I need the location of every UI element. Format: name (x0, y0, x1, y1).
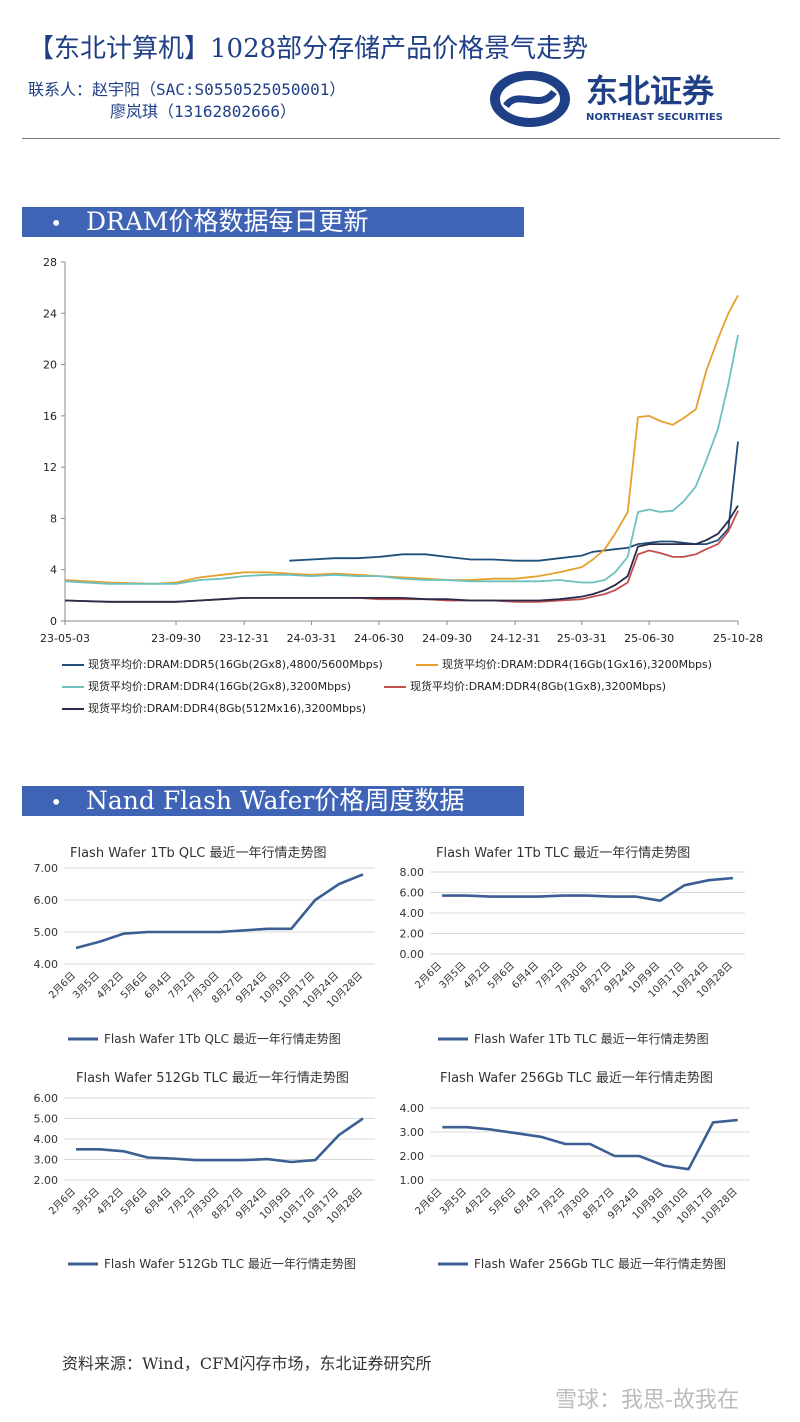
legend-swatch (416, 664, 438, 666)
y-tick-label: 0 (50, 615, 57, 628)
x-tick-label: 25-03-31 (557, 632, 607, 645)
section-banner-dram: • DRAM价格数据每日更新 (22, 207, 524, 237)
x-tick-label: 23-09-30 (151, 632, 201, 645)
banner-bullet: • (50, 211, 62, 235)
x-tick-label: 25-06-30 (624, 632, 674, 645)
x-tick-label: 3月5日 (437, 1186, 469, 1218)
y-tick-label: 3.00 (34, 1154, 59, 1167)
series-line (76, 1117, 364, 1164)
y-tick-label: 4.00 (34, 958, 59, 971)
x-tick-label: 25-10-28 (713, 632, 763, 645)
y-tick-label: 2.00 (400, 928, 425, 941)
legend-label: 现货平均价:DRAM:DDR4(8Gb(1Gx8),3200Mbps) (410, 680, 667, 693)
x-tick-label: 4月2日 (462, 1186, 494, 1218)
y-tick-label: 4.00 (400, 907, 425, 920)
x-tick-label: 6月4日 (511, 1186, 543, 1218)
legend-swatch (384, 686, 406, 688)
page-title: 【东北计算机】1028部分存储产品价格景气走势 (28, 34, 589, 64)
series-line-0 (289, 441, 739, 562)
series-line (442, 876, 734, 902)
section-banner-nand: • Nand Flash Wafer价格周度数据 (22, 786, 524, 816)
y-tick-label: 5.00 (34, 1113, 59, 1126)
y-tick-label: 3.00 (400, 1126, 425, 1139)
x-tick-label: 24-12-31 (490, 632, 540, 645)
wafer-1tb-qlc-chart: Flash Wafer 1Tb QLC 最近一年行情走势图 4.00 5.00 6.0… (34, 845, 375, 1046)
y-tick-label: 24 (43, 307, 57, 320)
dram-legend: 现货平均价:DRAM:DDR5(16Gb(2Gx8),4800/5600Mbps… (0, 0, 800, 715)
y-tick-label: 16 (43, 410, 57, 423)
x-tick-label: 5月6日 (487, 1186, 519, 1218)
x-tick-label: 24-03-31 (287, 632, 337, 645)
contact-1: 赵宇阳（SAC:S0550525050001） (92, 80, 346, 99)
y-tick-label: 2.00 (34, 1174, 59, 1187)
y-tick-label: 4.00 (34, 1133, 59, 1146)
contact-2: 廖岚琪（13162802666） (110, 102, 296, 121)
northeast-securities-logo: 东北证券 NORTHEAST SECURITIES (488, 68, 778, 130)
wafer-512gb-tlc-chart: Flash Wafer 512Gb TLC 最近一年行情走势图 2.00 3.00 4… (34, 1070, 375, 1271)
header-divider (22, 138, 780, 139)
wafer-256gb-tlc-chart: Flash Wafer 256Gb TLC 最近一年行情走势图 1.00 2.00 3… (400, 1070, 750, 1271)
logo-text: 东北证券 (586, 72, 715, 110)
x-tick-label: 23-12-31 (219, 632, 269, 645)
series-line-4 (64, 505, 739, 603)
series-line (442, 1118, 738, 1171)
y-tick-label: 6.00 (34, 1092, 59, 1105)
watermark: 雪球：我思-故我在 (555, 1388, 739, 1413)
x-tick-label: 24-06-30 (354, 632, 404, 645)
legend-label: 现货平均价:DRAM:DDR5(16Gb(2Gx8),4800/5600Mbps… (88, 658, 383, 671)
dram-price-chart: 0 4 8 12 16 20 24 28 23-05-03 23-09-30 23-12-31 24-… (40, 256, 763, 645)
y-tick-label: 6.00 (400, 887, 425, 900)
y-tick-label: 20 (43, 359, 57, 372)
series-line-2 (64, 334, 739, 585)
x-tick-label: 23-05-03 (40, 632, 90, 645)
y-tick-label: 28 (43, 256, 57, 269)
legend-entry: 现货平均价:DRAM:DDR4(16Gb(2Gx8),3200Mbps) (62, 678, 351, 694)
wafer-1tb-tlc-chart: Flash Wafer 1Tb TLC 最近一年行情走势图 0.00 2.00 4.0… (400, 845, 745, 1046)
legend-swatch (62, 686, 84, 688)
y-tick-label: 8.00 (400, 866, 425, 879)
legend-label: 现货平均价:DRAM:DDR4(8Gb(512Mx16),3200Mbps) (88, 702, 367, 715)
y-tick-label: 8 (50, 512, 57, 525)
banner-title: DRAM价格数据每日更新 (86, 207, 369, 236)
legend-label: Flash Wafer 256Gb TLC 最近一年行情走势图 (474, 1257, 726, 1271)
y-tick-label: 5.00 (34, 926, 59, 939)
y-tick-label: 6.00 (34, 894, 59, 907)
y-tick-label: 0.00 (400, 948, 425, 961)
y-tick-label: 1.00 (400, 1174, 425, 1187)
legend-swatch (62, 708, 84, 710)
legend-label: Flash Wafer 512Gb TLC 最近一年行情走势图 (104, 1257, 356, 1271)
source-note: 资料来源：Wind，CFM闪存市场，东北证券研究所 (62, 1354, 432, 1373)
chart-title: Flash Wafer 256Gb TLC 最近一年行情走势图 (440, 1070, 713, 1086)
logo-sub: NORTHEAST SECURITIES (586, 112, 723, 123)
series-line-3 (64, 510, 739, 603)
x-tick-label: 24-09-30 (422, 632, 472, 645)
legend-swatch (62, 664, 84, 666)
legend-label: Flash Wafer 1Tb QLC 最近一年行情走势图 (104, 1032, 341, 1046)
chart-title: Flash Wafer 1Tb TLC 最近一年行情走势图 (436, 845, 690, 861)
legend-entry: 现货平均价:DRAM:DDR4(16Gb(1Gx16),3200Mbps) (416, 656, 712, 672)
y-tick-label: 4 (50, 564, 57, 577)
legend-label: 现货平均价:DRAM:DDR4(16Gb(1Gx16),3200Mbps) (442, 658, 713, 671)
banner-bullet: • (50, 790, 62, 814)
series-line (75, 873, 364, 950)
y-tick-label: 2.00 (400, 1150, 425, 1163)
contact-line-1: 联系人：赵宇阳（SAC:S0550525050001） (28, 76, 345, 100)
y-tick-label: 7.00 (34, 862, 59, 875)
y-tick-label: 4.00 (400, 1102, 425, 1115)
legend-label: 现货平均价:DRAM:DDR4(16Gb(2Gx8),3200Mbps) (88, 680, 352, 693)
x-tick-label: 2月6日 (413, 1186, 445, 1218)
chart-title: Flash Wafer 1Tb QLC 最近一年行情走势图 (70, 845, 327, 861)
legend-label: Flash Wafer 1Tb TLC 最近一年行情走势图 (474, 1032, 709, 1046)
y-tick-label: 12 (43, 461, 57, 474)
legend-entry: 现货平均价:DRAM:DDR4(8Gb(512Mx16),3200Mbps) (62, 700, 366, 716)
series-line-1 (64, 294, 739, 585)
banner-title: Nand Flash Wafer价格周度数据 (86, 786, 465, 815)
logo-mark-icon: 东北证券 NORTHEAST SECURITIES (490, 71, 723, 127)
contact-label: 联系人： (28, 80, 93, 99)
legend-entry: 现货平均价:DRAM:DDR4(8Gb(1Gx8),3200Mbps) (384, 678, 666, 694)
legend-entry: 现货平均价:DRAM:DDR5(16Gb(2Gx8),4800/5600Mbps… (62, 656, 383, 672)
chart-title: Flash Wafer 512Gb TLC 最近一年行情走势图 (76, 1070, 349, 1086)
